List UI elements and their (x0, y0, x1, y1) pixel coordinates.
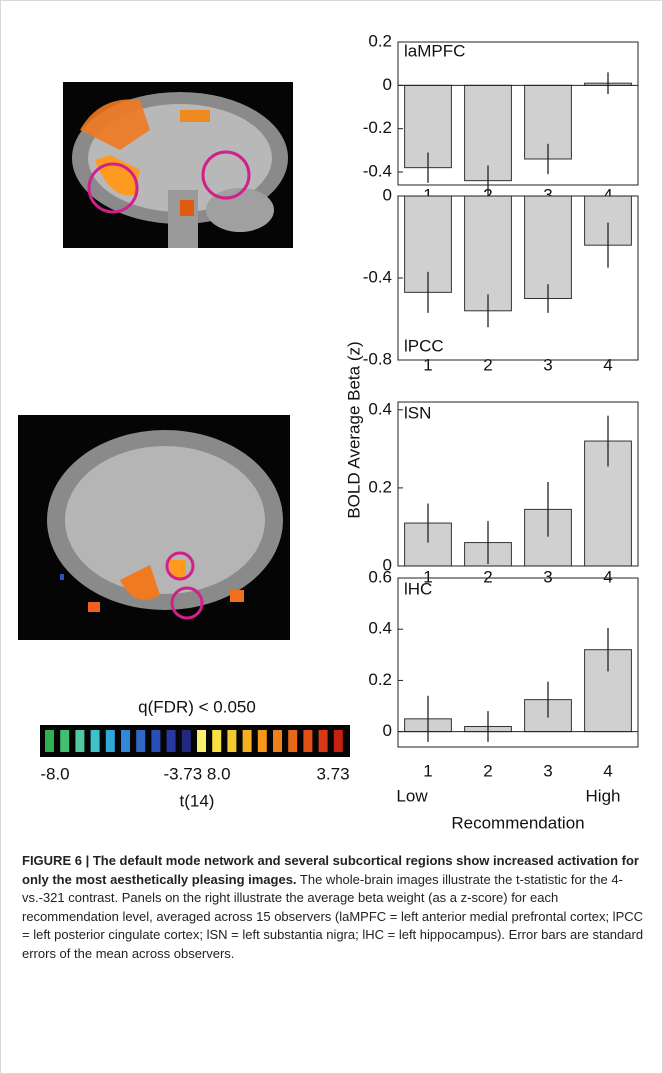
bar (524, 195, 572, 299)
x-tick-label: 1 (423, 355, 432, 374)
y-axis-label: BOLD Average Beta (z) (344, 341, 363, 518)
caption: FIGURE 6 | The default mode network and … (22, 852, 644, 964)
colorbar-swatch (212, 730, 222, 752)
brain-image-sagittal (63, 82, 293, 248)
plot-frame (397, 401, 639, 567)
x-tick-label: 3 (543, 761, 552, 780)
colorbar-swatch (105, 730, 115, 752)
x-tick-label: 3 (543, 355, 552, 374)
y-tick-label: 0.2 (368, 477, 392, 496)
x-end-label: High (586, 786, 621, 805)
colorbar-swatch (242, 730, 252, 752)
panel-title: lHC (404, 579, 432, 598)
colorbar-swatch (90, 730, 100, 752)
colorbar-swatch (288, 730, 298, 752)
colorbar-axis-label: t(14) (180, 791, 215, 810)
x-tick-label: 2 (483, 355, 492, 374)
y-tick-label: 0 (383, 75, 392, 94)
colorbar-swatch (45, 730, 54, 752)
x-tick-label: 3 (543, 567, 552, 586)
colorbar-swatch (166, 730, 176, 752)
colorbar (40, 725, 350, 757)
plot-frame (397, 41, 639, 186)
bar (464, 195, 512, 312)
colorbar-swatch (303, 730, 313, 752)
x-tick-label: 4 (603, 355, 612, 374)
x-tick-label: 1 (423, 567, 432, 586)
plot-frame (397, 577, 639, 748)
colorbar-swatch (181, 730, 191, 752)
x-tick-label: 2 (483, 567, 492, 586)
colorbar-title: q(FDR) < 0.050 (138, 697, 256, 716)
colorbar-swatch (197, 730, 206, 752)
x-tick-label: 1 (423, 761, 432, 780)
colorbar-label: 3.73 (316, 764, 349, 783)
y-tick-label: 0.6 (368, 567, 392, 586)
y-tick-label: -0.4 (363, 161, 392, 180)
y-tick-label: -0.4 (363, 267, 392, 286)
x-tick-label: 4 (603, 761, 612, 780)
x-tick-label: 2 (483, 185, 492, 204)
x-end-label: Low (396, 786, 428, 805)
panel-title: lPCC (404, 336, 444, 355)
colorbar-swatch (257, 730, 267, 752)
x-tick-label: 1 (423, 185, 432, 204)
panel-title: laMPFC (404, 41, 465, 60)
x-tick-label: 4 (603, 185, 612, 204)
y-tick-label: 0.4 (368, 399, 392, 418)
y-tick-label: 0.4 (368, 619, 392, 638)
colorbar-swatch (318, 730, 328, 752)
colorbar-swatch (75, 730, 85, 752)
caption-heading: FIGURE 6 | The default mode network and … (22, 853, 639, 887)
y-tick-label: -0.2 (363, 118, 392, 137)
colorbar-swatch (121, 730, 130, 752)
x-axis-label: Recommendation (451, 813, 584, 832)
colorbar-swatch (273, 730, 282, 752)
x-tick-label: 4 (603, 567, 612, 586)
y-tick-label: 0 (383, 555, 392, 574)
y-tick-label: 0.2 (368, 31, 392, 50)
colorbar-swatch (60, 730, 70, 752)
x-tick-label: 3 (543, 185, 552, 204)
y-tick-label: 0 (383, 721, 392, 740)
colorbar-swatch (151, 730, 161, 752)
y-tick-label: 0 (383, 185, 392, 204)
panel-title: lSN (404, 403, 431, 422)
colorbar-label: -8.0 (40, 764, 69, 783)
colorbar-swatch (333, 730, 343, 752)
brain-image-axial (18, 415, 290, 640)
colorbar-label: -3.73 8.0 (163, 764, 230, 783)
colorbar-swatch (136, 730, 146, 752)
x-tick-label: 2 (483, 761, 492, 780)
colorbar-swatch (227, 730, 237, 752)
y-tick-label: 0.2 (368, 670, 392, 689)
caption-body: The whole-brain images illustrate the t-… (22, 871, 644, 961)
plot-frame (397, 195, 639, 361)
figure: q(FDR) < 0.050 -8.0 -3.73 8.0 3.73 t(14)… (18, 31, 639, 832)
y-tick-label: -0.8 (363, 349, 392, 368)
